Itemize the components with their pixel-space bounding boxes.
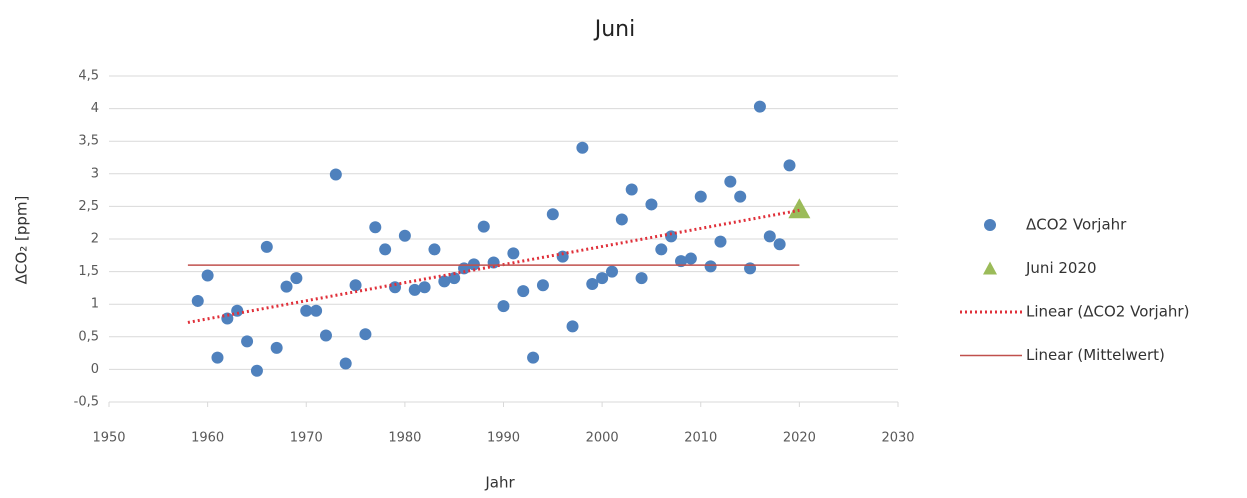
y-tick-label: 1,5: [78, 264, 99, 279]
point: [615, 213, 628, 226]
legend-label: Linear (Mittelwert): [1026, 346, 1165, 364]
x-tick-label: 1980: [388, 431, 421, 446]
x-axis-label: Jahr: [484, 474, 515, 492]
point: [684, 252, 697, 265]
point: [744, 262, 757, 275]
x-tick-label: 1960: [191, 431, 224, 446]
y-tick-label: 4,5: [78, 69, 99, 84]
point: [625, 183, 638, 196]
legend-label: ΔCO2 Vorjahr: [1026, 216, 1127, 234]
point: [290, 272, 303, 285]
point: [566, 320, 579, 333]
point: [280, 280, 293, 293]
point: [201, 269, 214, 282]
point: [211, 351, 224, 364]
point: [704, 260, 717, 273]
point: [241, 335, 254, 348]
point: [300, 304, 313, 317]
point: [655, 243, 668, 256]
point: [556, 250, 569, 263]
point: [191, 294, 204, 307]
point: [694, 190, 707, 203]
y-tick-label: 1: [91, 297, 99, 312]
point: [586, 277, 599, 290]
point: [250, 364, 263, 377]
point: [596, 272, 609, 285]
x-tick-label: 1970: [290, 431, 323, 446]
legend-label: Linear (ΔCO2 Vorjahr): [1026, 303, 1189, 321]
point: [665, 230, 678, 243]
x-tick-label: 2010: [684, 431, 717, 446]
point: [231, 304, 244, 317]
point: [645, 198, 658, 211]
x-tick-label: 1950: [92, 431, 125, 446]
point: [349, 279, 362, 292]
chart-title: Juni: [593, 17, 636, 42]
point: [369, 221, 382, 234]
point: [389, 281, 402, 294]
point: [448, 272, 461, 285]
point: [527, 351, 540, 364]
point: [635, 272, 648, 285]
y-tick-label: 0,5: [78, 329, 99, 344]
y-tick-label: 0: [91, 362, 99, 377]
point: [517, 285, 530, 298]
legend-marker: [984, 219, 996, 231]
point: [438, 275, 451, 288]
point: [605, 265, 618, 278]
point: [497, 300, 510, 313]
x-tick-label: 2020: [783, 431, 816, 446]
point: [260, 240, 273, 253]
point: [714, 235, 727, 248]
point: [507, 247, 520, 260]
trend-line: [187, 208, 800, 324]
y-tick-label: 4: [91, 101, 99, 116]
y-tick-label: 2: [91, 232, 99, 247]
point: [408, 283, 421, 296]
point: [734, 190, 747, 203]
point: [359, 328, 372, 341]
point: [536, 279, 549, 292]
y-axis-label: ΔCO₂ [ppm]: [13, 196, 31, 285]
point: [379, 243, 392, 256]
point: [221, 312, 234, 325]
point: [319, 329, 332, 342]
point: [398, 229, 411, 242]
point: [270, 341, 283, 354]
point: [428, 243, 441, 256]
y-tick-label: 3: [91, 166, 99, 181]
point: [546, 208, 559, 221]
point: [576, 141, 589, 154]
point: [763, 230, 776, 243]
x-tick-label: 2030: [881, 431, 914, 446]
point: [753, 100, 766, 113]
point: [329, 168, 342, 181]
x-tick-label: 2000: [586, 431, 619, 446]
y-tick-label: -0,5: [74, 395, 99, 410]
point: [418, 281, 431, 294]
point: [788, 198, 811, 219]
x-tick-label: 1990: [487, 431, 520, 446]
point: [310, 304, 323, 317]
y-tick-label: 2,5: [78, 199, 99, 214]
point: [339, 357, 352, 370]
point: [675, 255, 688, 268]
point: [477, 220, 490, 233]
legend-label: Juni 2020: [1025, 259, 1097, 277]
point: [773, 238, 786, 251]
legend-marker: [983, 261, 997, 275]
point: [783, 159, 796, 172]
y-tick-label: 3,5: [78, 134, 99, 149]
point: [724, 175, 737, 188]
